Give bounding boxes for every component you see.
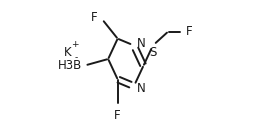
Text: N: N	[137, 37, 146, 50]
Text: F: F	[91, 11, 98, 24]
Text: -: -	[75, 53, 78, 62]
Text: H3B: H3B	[58, 59, 82, 72]
Text: F: F	[114, 109, 121, 122]
Text: S: S	[149, 46, 157, 59]
Text: +: +	[71, 40, 78, 49]
Text: N: N	[137, 82, 146, 95]
Text: F: F	[186, 25, 193, 38]
Text: K: K	[64, 46, 71, 59]
